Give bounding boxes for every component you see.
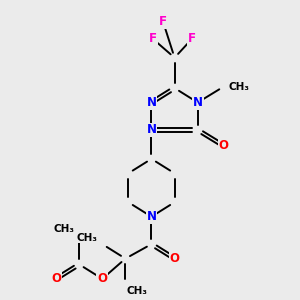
Text: O: O xyxy=(97,272,107,285)
Text: O: O xyxy=(219,140,229,152)
Text: O: O xyxy=(51,272,61,285)
Text: N: N xyxy=(146,210,156,223)
Text: F: F xyxy=(188,32,196,45)
Text: N: N xyxy=(146,124,156,136)
Text: CH₃: CH₃ xyxy=(127,286,148,296)
Text: CH₃: CH₃ xyxy=(77,233,98,243)
Text: F: F xyxy=(159,15,167,28)
Text: N: N xyxy=(146,96,156,109)
Text: N: N xyxy=(193,96,203,109)
Text: O: O xyxy=(169,252,180,265)
Text: CH₃: CH₃ xyxy=(228,82,249,92)
Text: CH₃: CH₃ xyxy=(54,224,75,234)
Text: F: F xyxy=(149,32,157,45)
